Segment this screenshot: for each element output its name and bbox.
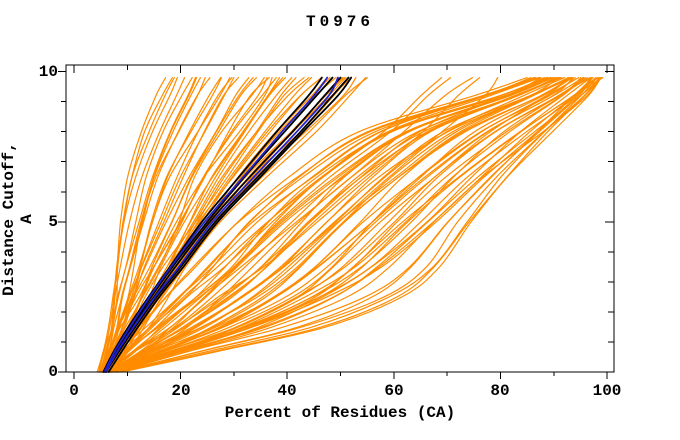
x-tick-label-60: 60	[384, 382, 404, 400]
chart-title: T0976	[305, 13, 374, 31]
y-tick-label-0: 0	[48, 363, 58, 381]
x-tick-label-40: 40	[277, 382, 297, 400]
x-axis-label: Percent of Residues (CA)	[224, 404, 456, 422]
y-tick-label-5: 5	[48, 213, 58, 231]
x-tick-label-100: 100	[592, 382, 622, 400]
y-tick-label-10: 10	[38, 63, 58, 81]
x-tick-label-20: 20	[171, 382, 191, 400]
x-tick-label-0: 0	[69, 382, 79, 400]
x-tick-label-80: 80	[490, 382, 510, 400]
